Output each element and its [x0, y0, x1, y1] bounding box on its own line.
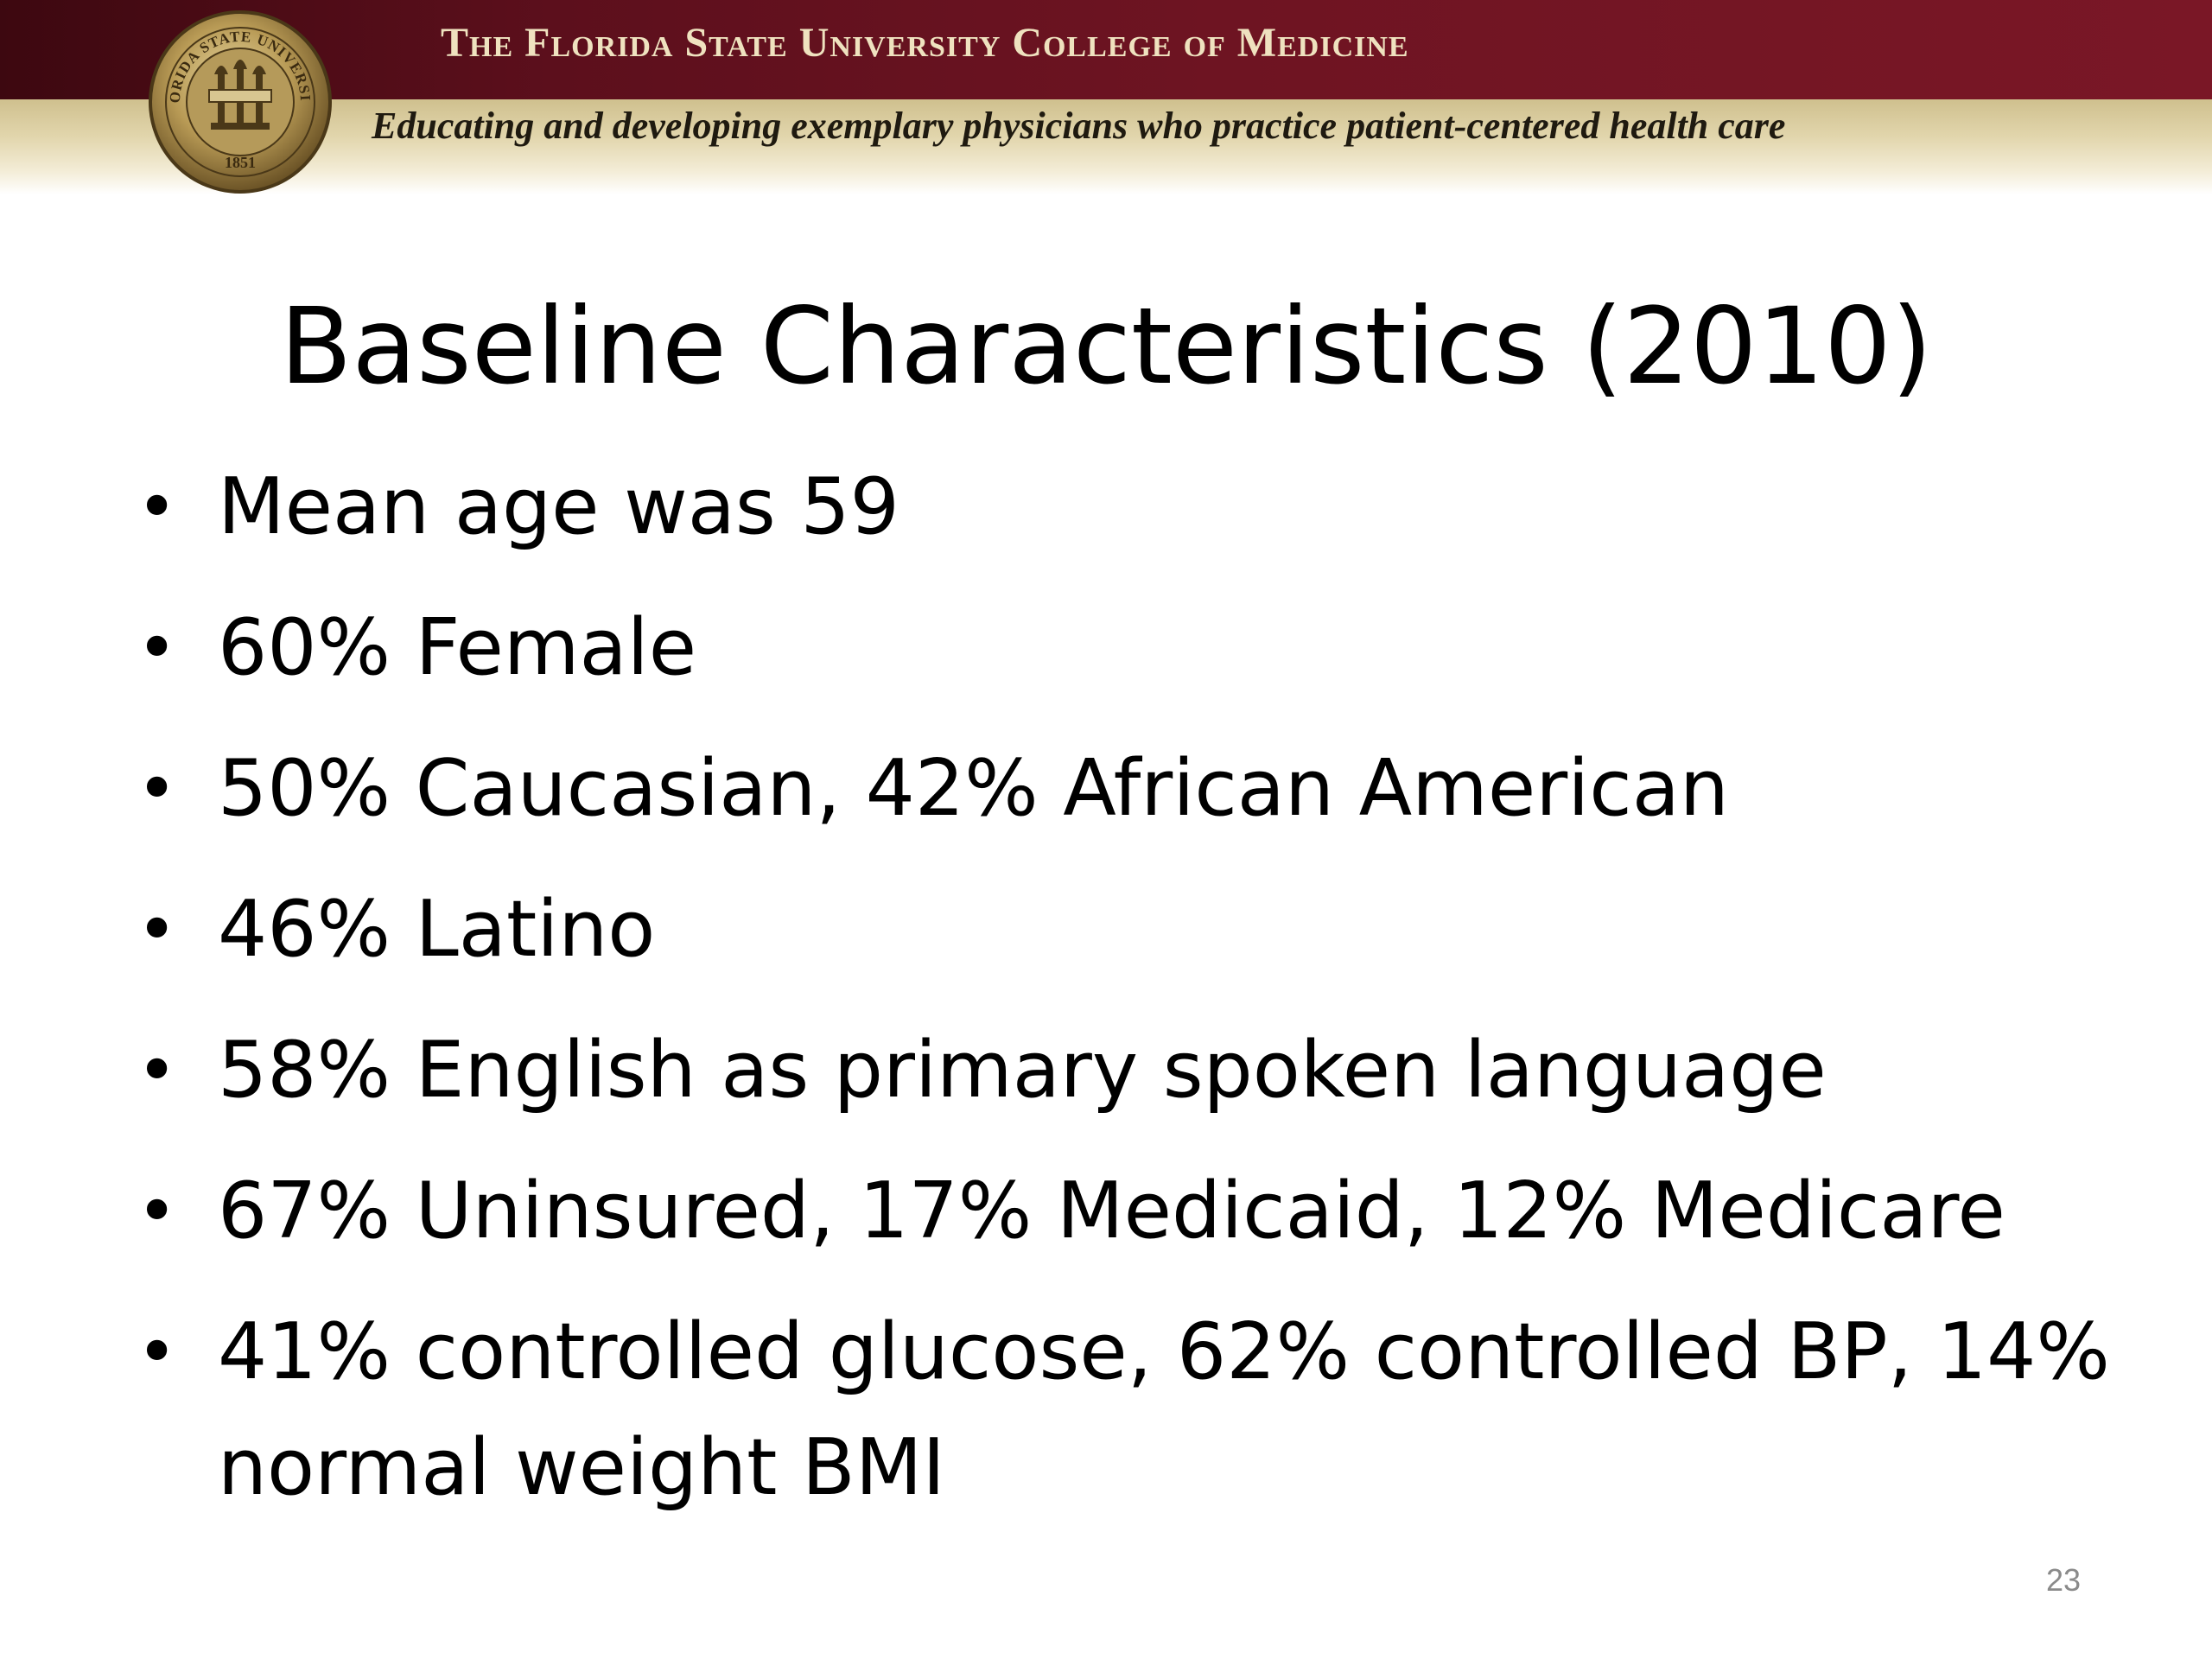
bullet-text: 60% Female: [218, 602, 697, 693]
page-number: 23: [2045, 1562, 2081, 1598]
slide-title: Baseline Characteristics (2010): [279, 285, 1933, 408]
list-item: • 50% Caucasian, 42% African American: [130, 731, 2117, 847]
institution-name: The Florida State University College of …: [441, 20, 1409, 66]
institution-tagline: Educating and developing exemplary physi…: [372, 105, 1786, 147]
bullet-icon: •: [137, 1030, 178, 1110]
bullet-text: 67% Uninsured, 17% Medicaid, 12% Medicar…: [218, 1166, 2005, 1256]
header-gold-band: [0, 99, 2212, 194]
bullet-text: 58% English as primary spoken language: [218, 1025, 1827, 1116]
bullet-icon: •: [137, 889, 178, 969]
seal-year: 1851: [225, 154, 256, 171]
bullet-text: 46% Latino: [218, 884, 656, 975]
bullet-icon: •: [137, 748, 178, 829]
bullet-icon: •: [137, 607, 178, 688]
list-item: • 67% Uninsured, 17% Medicaid, 12% Medic…: [130, 1154, 2117, 1269]
list-item: • 46% Latino: [130, 872, 2117, 988]
bullet-text: 50% Caucasian, 42% African American: [218, 743, 1729, 834]
bullet-icon: •: [137, 467, 178, 547]
bullet-text: Mean age was 59: [218, 461, 899, 552]
list-item: • 60% Female: [130, 590, 2117, 706]
list-item: • Mean age was 59: [130, 449, 2117, 565]
bullet-icon: •: [137, 1312, 178, 1392]
university-seal-icon: FLORIDA STATE UNIVERSITY 1851: [145, 7, 332, 194]
header-garnet-bar: [0, 0, 2212, 99]
list-item: • 41% controlled glucose, 62% controlled…: [130, 1294, 2117, 1526]
bullet-text: 41% controlled glucose, 62% controlled B…: [218, 1306, 2110, 1513]
bullet-icon: •: [137, 1171, 178, 1251]
bullet-list: • Mean age was 59 • 60% Female • 50% Cau…: [130, 449, 2117, 1551]
list-item: • 58% English as primary spoken language: [130, 1013, 2117, 1128]
